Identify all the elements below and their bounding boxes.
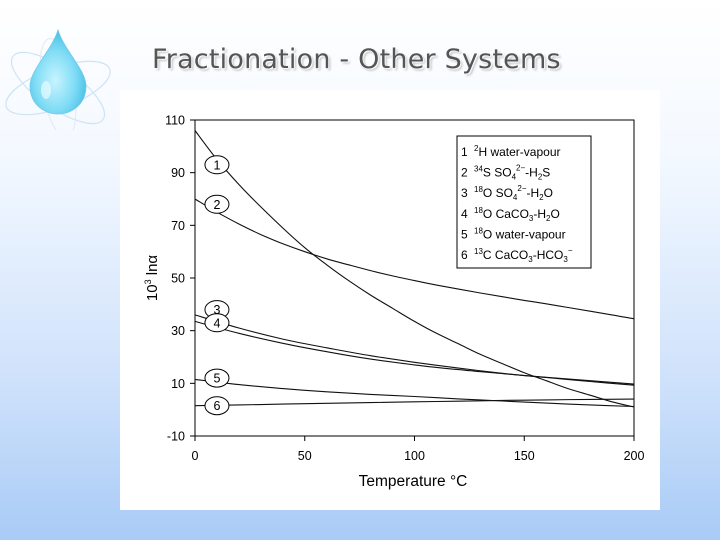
x-tick-label: 0 [192, 449, 199, 463]
legend-number-2: 2 [461, 166, 468, 180]
x-tick-label: 200 [624, 449, 645, 463]
series-line-5 [194, 378, 635, 408]
series-line-3 [194, 314, 635, 386]
legend-text-part: 2 [474, 144, 479, 153]
legend-entry-4: 18O CaCO3-H2O [474, 206, 560, 223]
y-tick-label: 10 [171, 377, 185, 391]
legend-number-4: 4 [461, 207, 468, 221]
series-line-2 [194, 198, 635, 320]
legend-text-part: 13 [474, 247, 483, 256]
curve-label-5: 5 [204, 368, 230, 388]
legend-text-part: 4 [513, 193, 518, 202]
water-drop-atom-icon [5, 28, 111, 130]
legend-text-part: O SO [483, 186, 513, 200]
curve-label-oval [204, 194, 230, 214]
curve-label-text: 5 [213, 372, 220, 386]
legend-text-part: 18 [474, 185, 483, 194]
legend-number-1: 1 [461, 145, 468, 159]
legend-text-part: 3 [529, 214, 534, 223]
curve-label-2: 2 [204, 194, 230, 214]
legend-text-part: 2− [516, 164, 525, 173]
legend-entry-2: 34S SO42−-H2S [474, 164, 550, 182]
curve-label-6: 6 [204, 396, 230, 416]
legend-text-part: 2 [538, 173, 543, 182]
curve-label-text: 6 [213, 399, 220, 413]
legend-number-5: 5 [461, 227, 468, 241]
y-axis-label: 103 lnα [143, 255, 161, 302]
y-tick-label: -10 [167, 430, 185, 444]
series-line-4 [194, 320, 635, 385]
legend-text-part: 2 [546, 214, 551, 223]
legend-text-part: O CaCO [483, 207, 529, 221]
legend-text-part: S [542, 166, 550, 180]
legend-text-part: C CaCO [483, 248, 528, 262]
curve-label-3: 3 [204, 300, 230, 320]
legend-text-part: 18 [474, 206, 483, 215]
x-axis: 0 50 100 150 200 [192, 436, 645, 463]
legend-text-part: -H [533, 207, 546, 221]
y-tick-label: 110 [165, 114, 185, 128]
x-tick-label: 150 [514, 449, 535, 463]
curve-label-text: 1 [213, 158, 220, 172]
legend-text-part: -H [527, 186, 540, 200]
legend-entry-5: 18O water-vapour [474, 226, 566, 241]
legend-text-part: O [551, 207, 560, 221]
legend-entry-1: 2H water-vapour [474, 144, 560, 159]
legend-text-part: O water-vapour [483, 227, 566, 241]
legend-text-part: S SO [483, 166, 512, 180]
y-tick-label: 70 [171, 219, 185, 233]
y-axis: -10 10 30 50 70 90 110 [165, 114, 195, 444]
legend-text-part: 4 [512, 173, 517, 182]
ylabel-part: 3 [143, 279, 153, 284]
legend-text-part: O [544, 186, 553, 200]
legend-text-part: -H [525, 166, 538, 180]
legend-text-part: 3 [528, 255, 533, 264]
series-line-1 [194, 130, 635, 408]
curve-label-text: 4 [213, 316, 220, 330]
curve-label-text: 3 [213, 303, 220, 317]
curve-label-oval [204, 155, 230, 175]
curve-label-4: 4 [204, 313, 230, 333]
ylabel-part: 10 [144, 284, 161, 301]
legend-text-part: 2− [517, 184, 526, 193]
x-tick-label: 100 [404, 449, 425, 463]
legend-number-6: 6 [461, 248, 468, 262]
legend-entry-3: 18O SO42−-H2O [474, 184, 553, 202]
legend-text-part: 34 [474, 165, 483, 174]
series-lines [194, 130, 635, 408]
curve-label-1: 1 [204, 155, 230, 175]
curve-label-oval [204, 368, 230, 388]
legend-text-part: 18 [474, 226, 483, 235]
legend-entry-6: 13C CaCO3-HCO3− [474, 246, 573, 264]
curve-label-text: 2 [213, 198, 220, 212]
curve-labels: 1 2 34 5 6 [204, 155, 230, 416]
y-tick-label: 50 [171, 272, 185, 286]
y-tick-label: 30 [171, 324, 185, 338]
legend-box [456, 135, 592, 269]
legend-text-part: 2 [539, 193, 544, 202]
x-tick-label: 50 [298, 449, 312, 463]
x-axis-label: Temperature °C [359, 473, 468, 490]
ylabel-part: lnα [144, 255, 161, 280]
legend-text-part: -HCO [533, 248, 564, 262]
curve-label-oval [204, 313, 230, 333]
legend-number-3: 3 [461, 186, 468, 200]
curve-label-oval [204, 396, 230, 416]
legend-text-part: 3 [563, 255, 568, 264]
y-tick-label: 90 [171, 166, 185, 180]
legend-text-part: H water-vapour [478, 145, 560, 159]
series-line-6 [194, 398, 635, 407]
legend-text-part: − [568, 246, 573, 255]
slide-title: Fractionation - Other Systems [152, 44, 561, 75]
